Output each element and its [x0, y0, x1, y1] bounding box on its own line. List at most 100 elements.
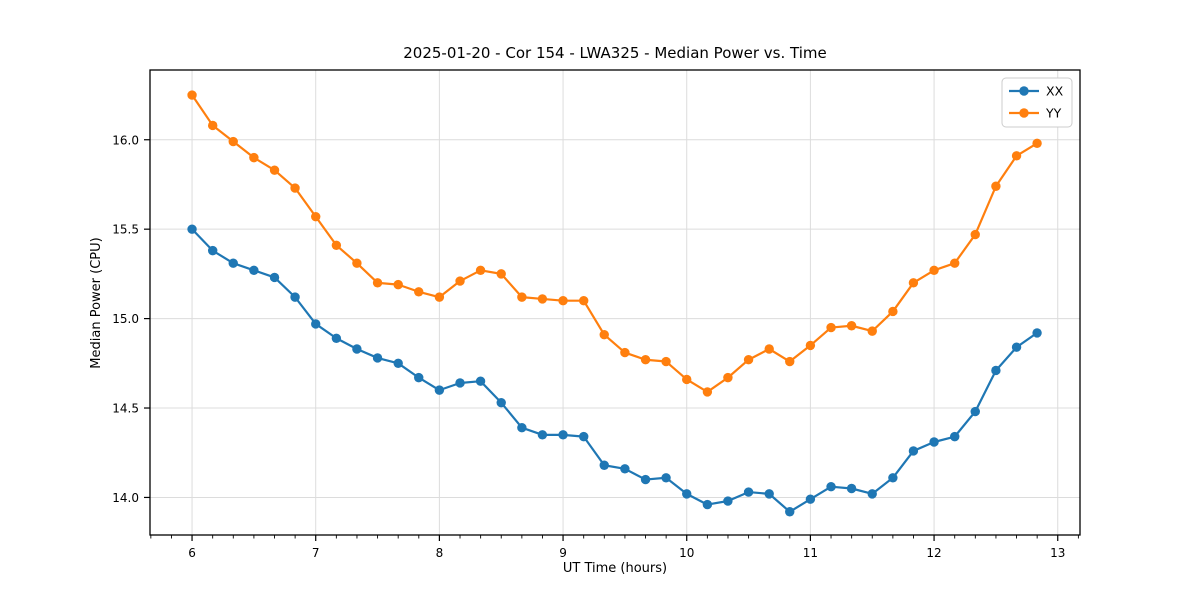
- series-XX-marker: [372, 353, 383, 363]
- series-YY-marker: [846, 321, 857, 331]
- legend-entry-label: XX: [1046, 84, 1064, 99]
- series-XX-marker: [269, 272, 280, 283]
- series-XX-marker: [805, 494, 816, 504]
- series-XX-marker: [826, 482, 836, 492]
- series-YY-marker: [311, 211, 321, 222]
- series-YY-marker: [331, 240, 342, 250]
- series-YY-marker: [414, 287, 424, 297]
- y-tick-label: 15.5: [112, 223, 139, 237]
- series-XX-marker: [455, 378, 465, 388]
- x-tick-label: 9: [559, 546, 567, 560]
- legend-entry-label: YY: [1045, 106, 1062, 121]
- x-tick-label: 10: [679, 546, 694, 560]
- series-YY-marker: [929, 265, 939, 276]
- x-tick-label: 6: [188, 546, 196, 560]
- data-series-layer: [187, 90, 1042, 517]
- series-XX-marker: [496, 397, 506, 408]
- series-YY-marker: [1011, 151, 1022, 161]
- series-XX-marker: [620, 464, 630, 474]
- series-XX-marker: [640, 474, 651, 485]
- series-XX-marker: [723, 496, 733, 506]
- series-XX-marker: [579, 431, 589, 442]
- series-YY-marker: [208, 120, 218, 131]
- series-YY-marker: [743, 355, 754, 365]
- series-YY-marker: [702, 387, 713, 397]
- series-YY-marker: [1032, 138, 1042, 149]
- legend-marker-sample: [1019, 86, 1029, 96]
- series-YY-marker: [764, 344, 774, 354]
- series-YY-marker: [496, 269, 506, 279]
- series-XX-marker: [846, 483, 857, 494]
- series-XX-marker: [599, 460, 609, 470]
- series-YY-marker: [455, 276, 465, 286]
- series-YY-marker: [867, 326, 877, 336]
- series-YY-marker: [620, 347, 630, 358]
- series-YY-marker: [537, 294, 548, 304]
- axis-tick-labels: 6 7 8 9 10 11 12 13 14.0 14.5 15.0 15.5 16.0: [112, 133, 1065, 560]
- series-XX-marker: [867, 489, 877, 499]
- series-YY-marker: [805, 340, 816, 351]
- series-YY-marker: [269, 165, 280, 175]
- series-XX-marker: [352, 344, 362, 354]
- series-XX-marker: [208, 245, 218, 256]
- series-XX-marker: [950, 431, 960, 442]
- series-XX-marker: [475, 376, 486, 386]
- series-XX-marker: [393, 358, 403, 369]
- series-YY-marker: [393, 279, 403, 290]
- y-tick-label: 15.0: [112, 312, 139, 326]
- series-YY-marker: [558, 296, 568, 306]
- x-tick-label: 7: [312, 546, 320, 560]
- series-YY-marker: [187, 90, 197, 100]
- legend-marker-sample: [1019, 108, 1029, 118]
- series-XX-marker: [537, 430, 548, 440]
- series-YY-marker: [991, 181, 1001, 191]
- legend: XX YY: [1001, 77, 1073, 128]
- series-XX-marker: [1011, 342, 1022, 352]
- series-YY-marker: [352, 258, 362, 268]
- axis-ticks: [144, 139, 1079, 541]
- series-XX-marker: [702, 499, 713, 510]
- axes-frame: [149, 69, 1081, 536]
- y-tick-label: 14.0: [112, 491, 139, 505]
- gridlines: [150, 70, 1080, 535]
- series-XX-marker: [331, 333, 342, 343]
- series-YY-marker: [908, 278, 919, 288]
- series-XX-marker: [187, 224, 197, 234]
- series-XX-marker: [249, 265, 259, 276]
- series-XX-marker: [228, 258, 238, 268]
- y-tick-label: 16.0: [112, 133, 139, 147]
- series-YY-marker: [228, 136, 238, 147]
- series-YY-marker: [599, 329, 609, 340]
- series-XX-marker: [743, 487, 754, 497]
- series-YY-marker: [372, 278, 383, 288]
- series-YY-marker: [249, 152, 259, 163]
- series-XX-marker: [517, 422, 527, 433]
- series-XX-marker: [991, 365, 1001, 376]
- series-XX-marker: [434, 385, 445, 395]
- series-YY-marker: [475, 265, 486, 276]
- x-tick-label: 8: [436, 546, 444, 560]
- series-XX-marker: [970, 406, 980, 417]
- y-tick-label: 14.5: [112, 402, 139, 416]
- series-XX-marker: [558, 430, 568, 440]
- series-YY-marker: [661, 356, 671, 367]
- series-XX-marker: [661, 473, 671, 483]
- series-YY-marker: [517, 292, 527, 302]
- series-XX-marker: [1032, 328, 1042, 338]
- series-XX-marker: [888, 473, 898, 483]
- series-XX-marker: [785, 507, 795, 517]
- series-YY-marker: [785, 356, 795, 367]
- series-XX-marker: [929, 437, 939, 447]
- series-YY-marker: [434, 292, 445, 302]
- chart-title: 2025-01-20 - Cor 154 - LWA325 - Median P…: [403, 44, 827, 62]
- series-XX-line: [191, 228, 1038, 513]
- series-XX-marker: [908, 446, 919, 456]
- series-YY-marker: [682, 374, 692, 385]
- series-YY-line: [191, 94, 1038, 394]
- series-YY-marker: [723, 372, 733, 383]
- x-tick-label: 13: [1050, 546, 1065, 560]
- x-tick-label: 12: [926, 546, 941, 560]
- series-YY-marker: [640, 355, 651, 365]
